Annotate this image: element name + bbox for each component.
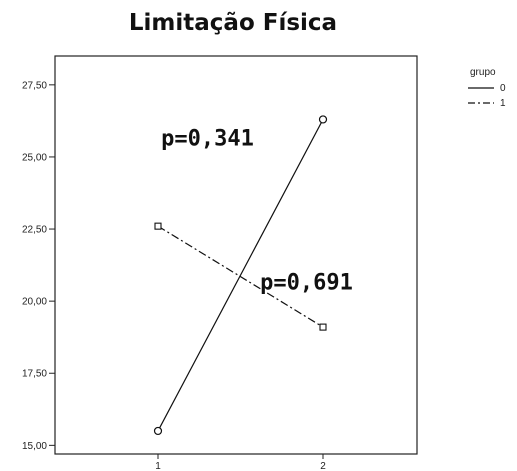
series-0-line [157, 119, 324, 432]
series-layer [153, 115, 328, 436]
y-tick-label: 27,50 [22, 80, 47, 91]
p-value-annotation-2: p=0,691 [260, 271, 353, 296]
legend-entry-1: 1 [500, 98, 506, 109]
series-1-line [157, 225, 324, 328]
series-0-point-2 [318, 115, 328, 124]
y-tick-label: 25,00 [22, 152, 47, 163]
series-1-point-2 [319, 323, 327, 331]
x-tick-label: 2 [320, 461, 326, 471]
legend: grupo 0 1 [468, 67, 506, 109]
y-tick-label: 15,00 [22, 441, 47, 452]
y-tick-label: 20,00 [22, 297, 47, 308]
series-0-point-1 [153, 426, 163, 436]
legend-entry-0: 0 [500, 83, 506, 94]
y-tick-label: 22,50 [22, 225, 47, 236]
p-value-annotation-1: p=0,341 [161, 126, 254, 151]
series-1-point-1 [154, 222, 162, 230]
x-tick-label: 1 [155, 461, 161, 471]
plot-area-frame [54, 55, 418, 455]
y-tick-label: 17,50 [22, 369, 47, 380]
y-axis: 15,00 17,50 20,00 22,50 25,00 27,50 [22, 80, 55, 452]
annotation-layer: p=0,341 p=0,691 [161, 126, 353, 295]
chart-title: Limitação Física [129, 10, 337, 36]
legend-title: grupo [470, 67, 496, 78]
